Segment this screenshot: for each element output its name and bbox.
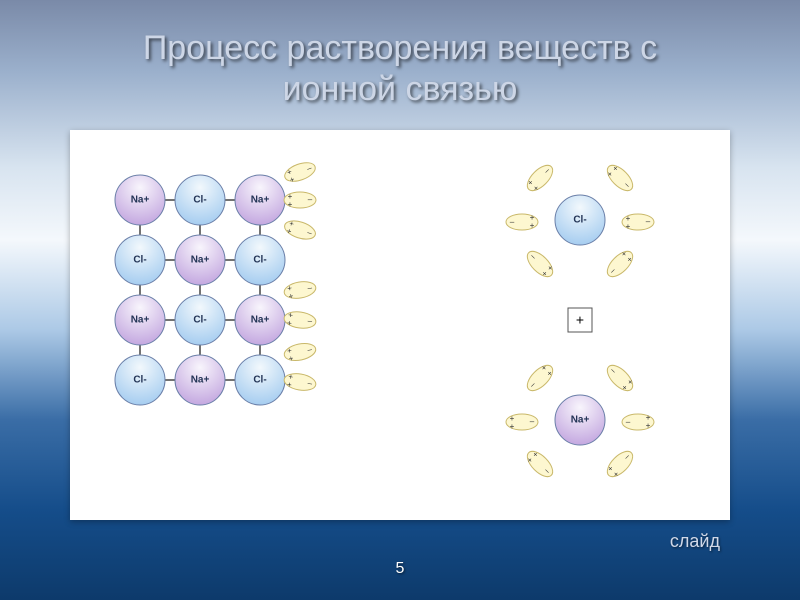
svg-text:–: – <box>625 418 630 427</box>
svg-text:–: – <box>646 217 651 226</box>
slide-number: 5 <box>396 560 405 578</box>
svg-text:Cl-: Cl- <box>193 195 206 206</box>
svg-text:Cl-: Cl- <box>253 255 266 266</box>
slide-title: Процесс растворения веществ с ионной свя… <box>0 28 800 110</box>
svg-text:+: + <box>626 222 631 231</box>
svg-text:Na+: Na+ <box>191 255 210 266</box>
svg-text:+: + <box>645 413 650 422</box>
svg-text:Na+: Na+ <box>251 195 270 206</box>
svg-text:Cl-: Cl- <box>253 375 266 386</box>
title-line-2: ионной связью <box>283 70 518 108</box>
free-na-group: –++–++–++–++–++–++Na+ <box>506 360 654 482</box>
lattice-bonds <box>140 200 260 380</box>
diagram-panel: Na+ Cl- Na+ Cl- Na+ Cl- Na+ Cl- Na+ Cl- Na+ Cl- – + +… <box>70 130 730 520</box>
svg-text:+: + <box>510 422 515 431</box>
svg-text:Cl-: Cl- <box>193 315 206 326</box>
svg-text:Na+: Na+ <box>191 375 210 386</box>
lattice-waters: –++–++–++–++–++–++–++ <box>282 159 318 394</box>
svg-text:+: + <box>576 312 584 328</box>
svg-text:Na+: Na+ <box>571 415 590 426</box>
svg-text:Cl-: Cl- <box>573 215 586 226</box>
plus-box: + <box>568 308 592 332</box>
svg-text:+: + <box>529 213 534 222</box>
svg-text:Na+: Na+ <box>131 195 150 206</box>
svg-text:–: – <box>509 218 514 227</box>
svg-text:+: + <box>288 200 293 209</box>
title-line-1: Процесс растворения веществ с <box>143 29 657 67</box>
svg-text:Na+: Na+ <box>251 315 270 326</box>
svg-text:–: – <box>308 195 313 204</box>
free-cl-group: –++–++–++–++–++–++Cl- <box>506 161 654 281</box>
svg-text:Cl-: Cl- <box>133 255 146 266</box>
svg-text:Cl-: Cl- <box>133 375 146 386</box>
svg-text:Na+: Na+ <box>131 315 150 326</box>
slide: Процесс растворения веществ с ионной свя… <box>0 0 800 600</box>
footer-label: слайд <box>670 531 720 552</box>
diagram-svg: Na+ Cl- Na+ Cl- Na+ Cl- Na+ Cl- Na+ Cl- Na+ Cl- – + +… <box>70 130 730 520</box>
svg-text:–: – <box>530 417 535 426</box>
